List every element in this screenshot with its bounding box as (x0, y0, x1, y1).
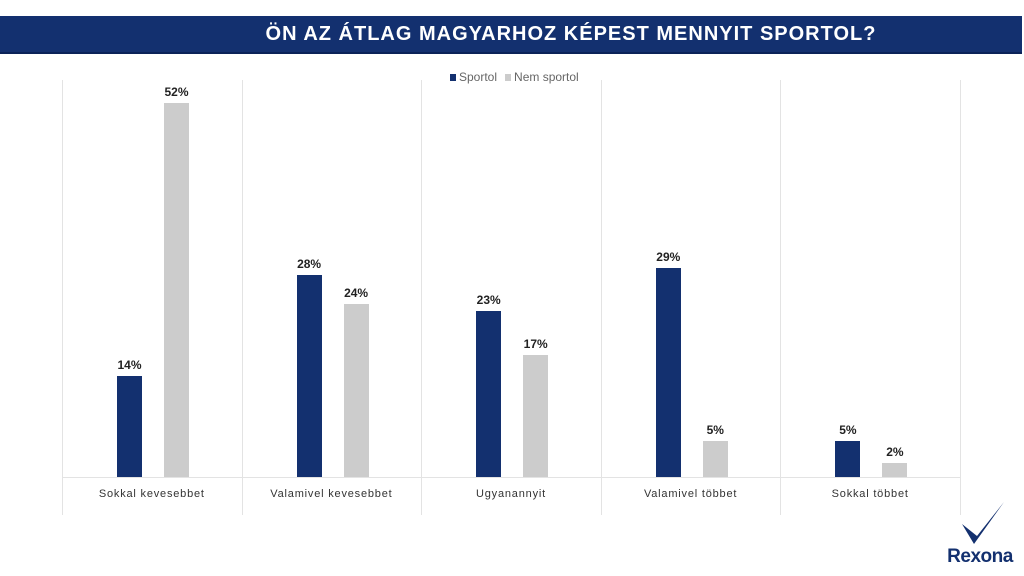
category-label: Valamivel többet (643, 488, 738, 500)
category-label: Sokkal többet (831, 488, 909, 500)
data-label: 14% (117, 358, 142, 373)
category-separator (601, 80, 602, 515)
bar-sportol (117, 376, 142, 477)
data-label: 29% (656, 250, 681, 265)
category-separator (421, 80, 422, 515)
category-separator (780, 80, 781, 515)
legend-item-nem-sportol: Nem sportol (505, 70, 579, 84)
bar-sportol (835, 441, 861, 477)
data-label: 5% (706, 423, 724, 437)
bar-nem-sportol (702, 441, 728, 477)
data-label: 17% (523, 336, 548, 351)
data-label: 23% (476, 293, 501, 308)
category-separator (242, 80, 243, 515)
bar-sportol (655, 268, 681, 477)
legend-item-sportol: Sportol (450, 70, 497, 84)
bar-sportol (296, 275, 322, 477)
category-separator (960, 80, 961, 515)
legend-label: Sportol (459, 70, 498, 84)
legend-label: Nem sportol (514, 70, 579, 84)
legend-swatch-sportol (450, 73, 456, 81)
title-bar: ÖN AZ ÁTLAG MAGYARHOZ KÉPEST MENNYIT SPO… (0, 16, 1022, 54)
legend: Sportol Nem sportol (450, 69, 587, 85)
bar-sportol (476, 311, 502, 477)
bar-nem-sportol (164, 102, 189, 477)
bar-nem-sportol (882, 462, 908, 477)
bar-nem-sportol (343, 304, 369, 477)
data-label: 28% (297, 257, 322, 272)
data-label: 52% (164, 84, 189, 99)
logo-text: Rexona (947, 546, 1013, 567)
plot-area: 14% 52% Sokkal kevesebbet 28% 24% Valamivel k… (62, 80, 961, 515)
rexona-logo: Rexona (944, 500, 1016, 570)
category-label: Sokkal kevesebbet (98, 488, 205, 500)
category-label: Valamivel kevesebbet (270, 488, 393, 500)
category-label: Ugyanannyit (476, 488, 546, 500)
baseline (62, 477, 960, 478)
data-label: 2% (886, 444, 904, 459)
checkmark-icon (962, 502, 1004, 544)
chart-title: ÖN AZ ÁTLAG MAGYARHOZ KÉPEST MENNYIT SPO… (265, 23, 877, 45)
legend-swatch-nem-sportol (505, 73, 512, 81)
data-label: 24% (344, 286, 369, 301)
category-separator (62, 80, 63, 515)
data-label: 5% (839, 423, 857, 437)
bar-nem-sportol (523, 354, 549, 477)
